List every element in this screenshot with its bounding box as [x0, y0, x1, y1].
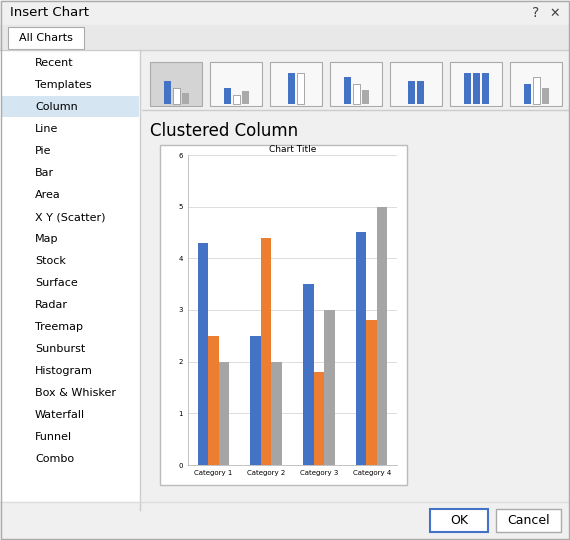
Text: Pie: Pie — [35, 146, 51, 156]
Bar — [173, 88, 180, 104]
Text: Histogram: Histogram — [35, 366, 93, 376]
Bar — [532, 77, 539, 104]
Text: Area: Area — [35, 190, 61, 200]
Text: Recent: Recent — [35, 58, 74, 68]
Bar — [390, 62, 442, 106]
Bar — [523, 84, 531, 104]
Bar — [297, 73, 304, 104]
Bar — [430, 509, 488, 532]
Bar — [450, 62, 502, 106]
Bar — [473, 73, 479, 104]
Bar — [542, 88, 548, 104]
Bar — [250, 336, 261, 465]
Text: Funnel: Funnel — [35, 432, 72, 442]
Bar — [314, 372, 324, 465]
Bar — [0, 0, 570, 25]
Bar — [288, 73, 295, 104]
Text: ✕: ✕ — [549, 6, 560, 19]
Bar — [303, 284, 314, 465]
Bar — [1, 96, 139, 117]
Text: Clustered Column: Clustered Column — [150, 122, 298, 140]
Bar — [356, 233, 367, 465]
Bar — [496, 509, 561, 532]
Legend: Series1, Series2, Series3: Series1, Series2, Series3 — [239, 538, 346, 540]
Bar — [361, 90, 368, 104]
Bar — [330, 62, 382, 106]
Bar — [160, 145, 407, 485]
Bar — [270, 62, 322, 106]
Bar — [223, 88, 230, 104]
Bar — [271, 362, 282, 465]
Text: Column: Column — [35, 102, 78, 112]
Text: Line: Line — [35, 124, 58, 134]
Bar — [210, 62, 262, 106]
Bar — [417, 80, 424, 104]
Text: Treemap: Treemap — [35, 322, 83, 332]
Bar — [261, 238, 271, 465]
Bar — [0, 50, 140, 510]
Text: X Y (Scatter): X Y (Scatter) — [35, 212, 105, 222]
Text: Cancel: Cancel — [507, 514, 550, 527]
Text: Bar: Bar — [35, 168, 54, 178]
Bar — [142, 50, 570, 110]
Bar — [197, 243, 208, 465]
Bar — [367, 320, 377, 465]
Bar — [242, 91, 249, 104]
Bar — [8, 27, 84, 49]
Bar — [208, 336, 219, 465]
Bar — [377, 207, 388, 465]
Bar — [408, 80, 415, 104]
Text: Combo: Combo — [35, 454, 74, 464]
Bar — [344, 77, 351, 104]
Title: Chart Title: Chart Title — [269, 145, 316, 154]
Text: All Charts: All Charts — [19, 33, 73, 43]
Bar — [181, 93, 189, 104]
Bar — [0, 25, 570, 50]
Text: OK: OK — [450, 514, 468, 527]
Bar — [164, 80, 170, 104]
Text: Waterfall: Waterfall — [35, 410, 85, 420]
Text: Box & Whisker: Box & Whisker — [35, 388, 116, 398]
Bar — [482, 73, 488, 104]
Bar — [463, 73, 470, 104]
Bar — [352, 84, 360, 104]
Text: Surface: Surface — [35, 278, 78, 288]
Bar — [219, 362, 229, 465]
Bar — [233, 95, 239, 104]
Bar — [0, 502, 570, 540]
Bar — [150, 62, 202, 106]
Bar — [324, 310, 335, 465]
Text: Sunburst: Sunburst — [35, 344, 86, 354]
Text: Insert Chart: Insert Chart — [10, 6, 89, 19]
Text: Stock: Stock — [35, 256, 66, 266]
Text: Map: Map — [35, 234, 59, 244]
Text: ?: ? — [532, 6, 540, 20]
Bar — [510, 62, 562, 106]
Text: Radar: Radar — [35, 300, 68, 310]
Text: Templates: Templates — [35, 80, 92, 90]
